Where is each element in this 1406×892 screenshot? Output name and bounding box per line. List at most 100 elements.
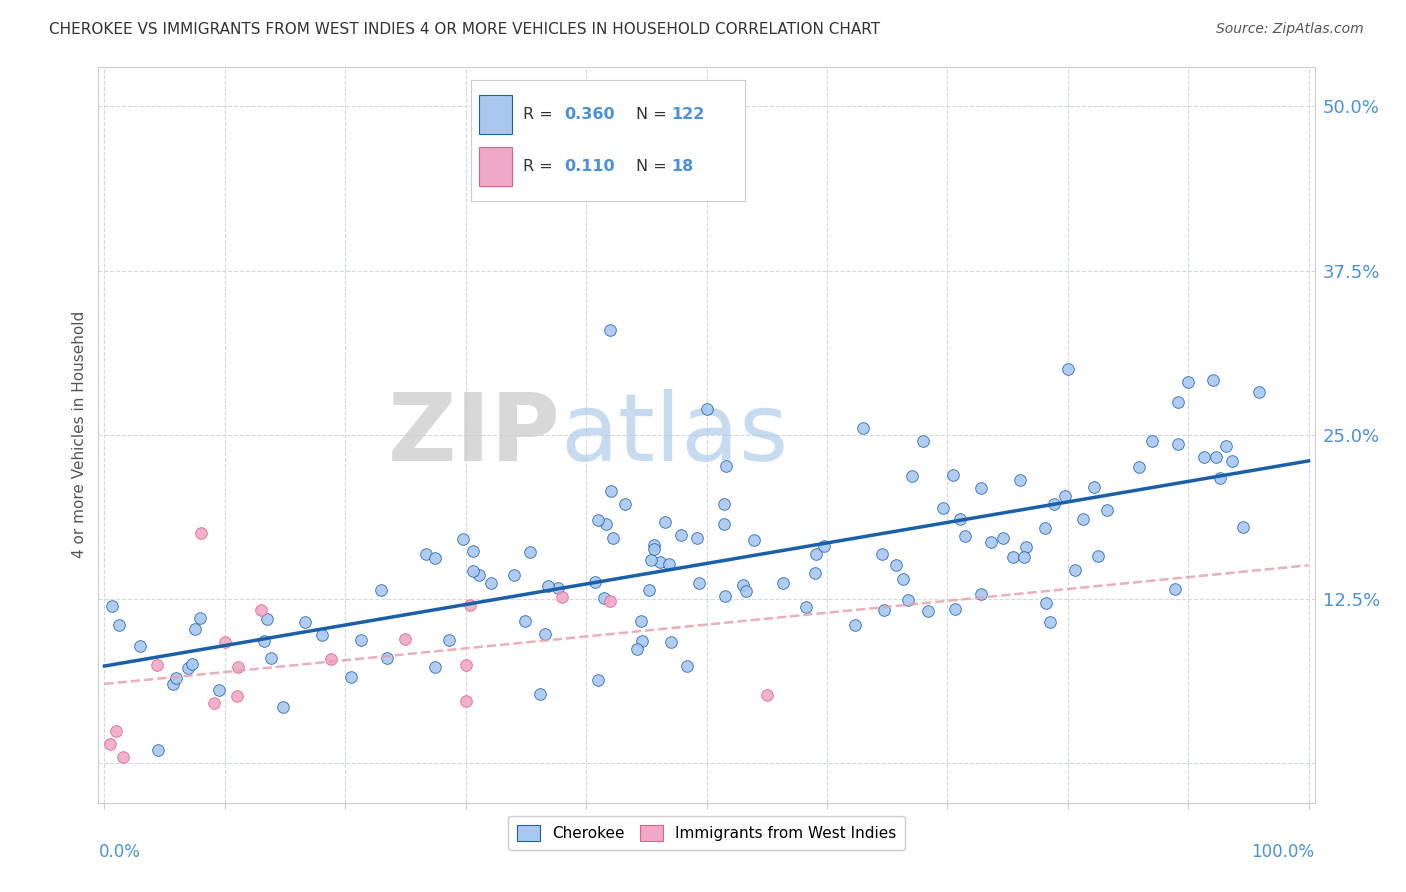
Point xyxy=(980,534,1002,549)
Point xyxy=(852,421,875,435)
Point xyxy=(451,533,474,547)
Point xyxy=(468,568,491,582)
Point xyxy=(912,434,935,449)
Point xyxy=(190,526,212,541)
Text: 0.0%: 0.0% xyxy=(98,843,141,862)
Point xyxy=(813,539,835,553)
Point xyxy=(891,572,914,586)
Point xyxy=(180,657,202,671)
Point xyxy=(101,599,124,613)
Point xyxy=(735,584,758,599)
Point xyxy=(592,591,614,605)
Point xyxy=(202,696,225,710)
Point xyxy=(583,575,606,590)
Point xyxy=(643,542,665,557)
Point xyxy=(1071,512,1094,526)
Point xyxy=(1063,563,1085,577)
Point xyxy=(884,558,907,572)
Point xyxy=(108,618,131,632)
Point xyxy=(162,677,184,691)
Point xyxy=(537,579,560,593)
Y-axis label: 4 or more Vehicles in Household: 4 or more Vehicles in Household xyxy=(72,311,87,558)
Text: 18: 18 xyxy=(671,159,693,174)
Point xyxy=(949,512,972,526)
Point xyxy=(1010,473,1032,487)
Point xyxy=(872,547,894,561)
Point xyxy=(932,501,955,516)
Point xyxy=(713,516,735,531)
Point xyxy=(943,602,966,616)
Point xyxy=(458,598,481,612)
Point xyxy=(794,600,817,615)
Point xyxy=(844,618,866,632)
Point xyxy=(1220,454,1243,468)
Point xyxy=(873,603,896,617)
Text: R =: R = xyxy=(523,107,558,122)
Point xyxy=(177,661,200,675)
Point xyxy=(375,650,398,665)
Point xyxy=(256,611,278,625)
Point xyxy=(226,660,249,674)
Point xyxy=(340,670,363,684)
Legend: Cherokee, Immigrants from West Indies: Cherokee, Immigrants from West Indies xyxy=(508,816,905,850)
Point xyxy=(271,699,294,714)
Point xyxy=(614,497,637,511)
Text: 0.110: 0.110 xyxy=(564,159,614,174)
Point xyxy=(454,657,477,672)
Point xyxy=(294,615,316,629)
Point xyxy=(437,632,460,647)
Point xyxy=(253,633,276,648)
Point xyxy=(586,512,609,526)
Point xyxy=(602,531,624,545)
Point xyxy=(547,581,569,595)
Point xyxy=(731,578,754,592)
Point xyxy=(226,690,249,704)
Point xyxy=(534,627,557,641)
Point xyxy=(648,555,671,569)
Point xyxy=(1140,434,1163,449)
Point xyxy=(1247,384,1270,399)
Point xyxy=(658,558,681,572)
Point xyxy=(208,682,231,697)
Point xyxy=(675,658,697,673)
Point xyxy=(502,568,524,582)
Point xyxy=(350,632,373,647)
Point xyxy=(423,660,446,674)
Point xyxy=(755,688,778,702)
Text: R =: R = xyxy=(523,159,558,174)
Point xyxy=(970,587,993,601)
Point xyxy=(599,323,621,337)
Point xyxy=(595,517,617,532)
Point xyxy=(1087,549,1109,563)
Point xyxy=(654,516,676,530)
Point xyxy=(100,737,122,751)
Point xyxy=(165,671,187,685)
Point xyxy=(1163,582,1185,596)
Point xyxy=(1083,480,1105,494)
Point xyxy=(1001,549,1024,564)
Point xyxy=(1015,541,1038,555)
Point xyxy=(599,594,621,608)
Point xyxy=(586,673,609,688)
Point xyxy=(901,469,924,483)
Point xyxy=(688,575,710,590)
Point xyxy=(529,687,551,701)
Bar xyxy=(479,95,512,135)
Point xyxy=(600,483,623,498)
Text: N =: N = xyxy=(636,159,672,174)
Point xyxy=(111,749,134,764)
Point xyxy=(425,551,447,566)
Point xyxy=(1053,489,1076,503)
Point xyxy=(370,583,392,598)
Point xyxy=(188,611,211,625)
Point xyxy=(214,635,236,649)
Text: N =: N = xyxy=(636,107,672,122)
Text: ZIP: ZIP xyxy=(388,389,561,481)
Point xyxy=(714,589,737,603)
Point xyxy=(1167,436,1189,450)
Point xyxy=(415,547,437,561)
Point xyxy=(454,694,477,708)
Point xyxy=(479,576,502,591)
Point xyxy=(631,634,654,648)
Point xyxy=(513,614,536,628)
